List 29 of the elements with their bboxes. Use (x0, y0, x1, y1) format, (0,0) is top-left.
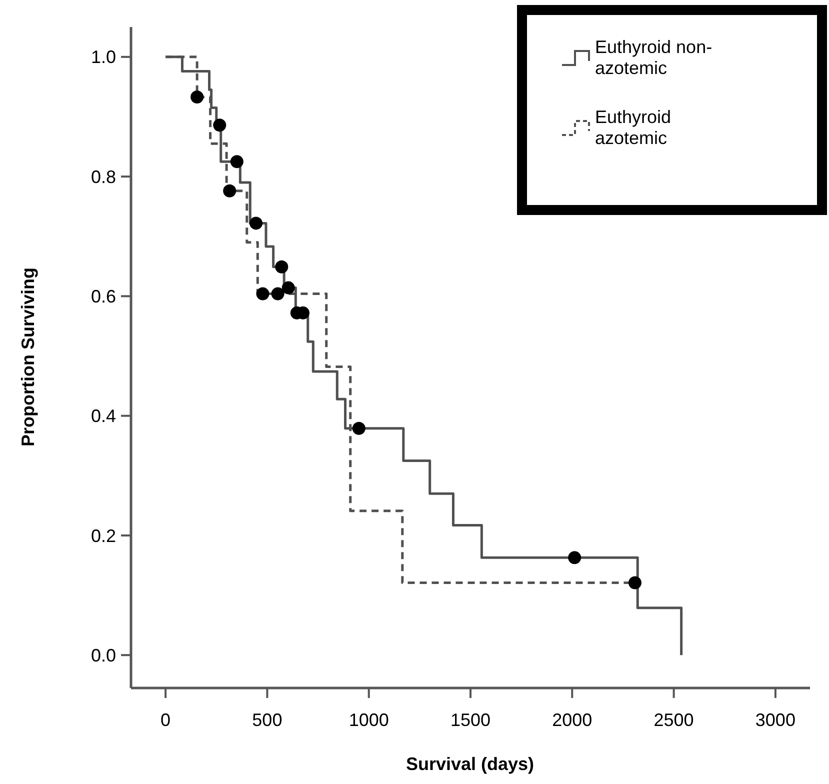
x-tick-label: 0 (160, 710, 171, 730)
point (628, 576, 642, 590)
y-axis-title: Proportion Surviving (18, 267, 38, 447)
x-axis-title: Survival (days) (406, 754, 534, 774)
point (230, 155, 244, 168)
point (352, 422, 366, 435)
y-tick-label: 1.0 (90, 47, 116, 68)
y-tick-label: 0.4 (90, 406, 116, 426)
legend-label: Euthyroid non-azotemic (595, 37, 712, 78)
y-tick-label: 0.6 (90, 286, 116, 306)
x-tick-label: 2500 (654, 710, 694, 730)
y-tick-label: 0.8 (90, 166, 116, 187)
x-tick-label: 2000 (552, 710, 592, 730)
point (275, 260, 288, 274)
x-tick-label: 3000 (755, 710, 796, 730)
point (256, 287, 270, 300)
x-tick-label: 1500 (450, 710, 491, 730)
point (250, 216, 263, 230)
point (223, 184, 236, 198)
y-tick-label: 0.0 (90, 645, 116, 666)
legend-label: Euthyroid azotemic (595, 107, 672, 148)
x-tick-label: 1000 (348, 710, 389, 730)
point (271, 287, 284, 300)
point (213, 118, 226, 132)
x-tick-label: 500 (252, 710, 282, 730)
point (282, 281, 295, 294)
y-tick-label: 0.2 (90, 526, 116, 546)
point (190, 90, 204, 104)
point (568, 551, 582, 564)
